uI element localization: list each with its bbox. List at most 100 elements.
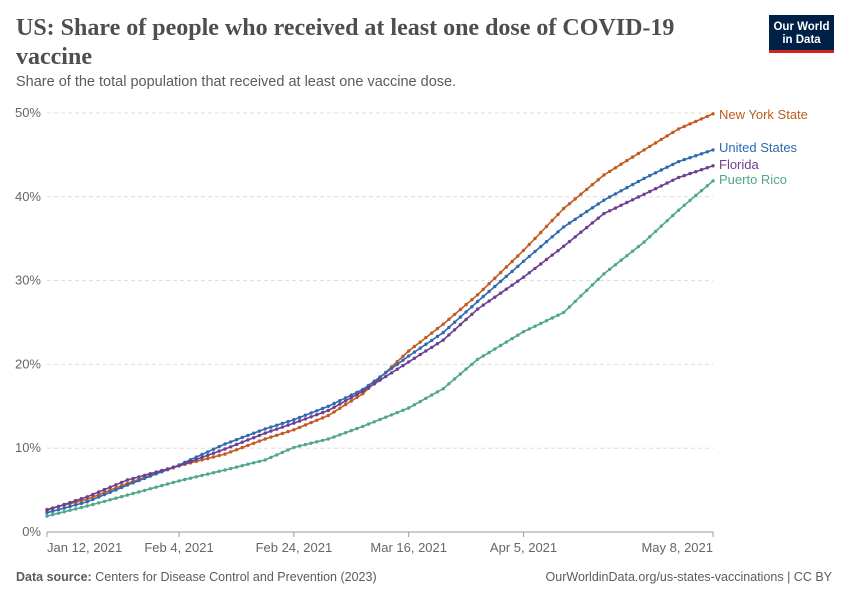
data-point xyxy=(102,492,107,497)
data-point xyxy=(125,478,130,482)
data-point xyxy=(504,340,508,344)
data-point xyxy=(79,505,84,510)
data-point xyxy=(613,166,618,170)
data-point xyxy=(711,148,715,152)
data-source-text[interactable]: Centers for Disease Control and Preventi… xyxy=(95,570,377,584)
data-point xyxy=(286,423,290,427)
data-point xyxy=(119,495,124,499)
series-end-label[interactable]: Puerto Rico xyxy=(719,172,787,187)
data-point xyxy=(665,165,669,169)
data-point xyxy=(200,455,204,460)
data-point xyxy=(45,514,49,518)
series-line xyxy=(46,165,714,511)
data-point xyxy=(183,462,187,466)
data-point xyxy=(119,485,124,490)
data-point xyxy=(659,137,663,142)
data-point xyxy=(676,208,681,212)
data-point xyxy=(171,465,175,470)
data-point xyxy=(504,265,508,269)
data-point xyxy=(711,179,715,183)
data-point xyxy=(527,242,531,247)
series-new-york-state xyxy=(45,112,715,512)
series-line xyxy=(46,149,714,514)
data-point xyxy=(74,503,78,507)
data-point xyxy=(102,499,107,504)
data-point xyxy=(653,187,658,191)
data-point xyxy=(252,436,256,440)
data-point xyxy=(62,506,66,510)
data-point xyxy=(521,248,526,253)
data-point xyxy=(361,392,365,396)
data-point xyxy=(602,198,606,202)
data-point xyxy=(165,482,170,486)
logo-line-1: Our World xyxy=(773,21,830,33)
y-tick-label: 40% xyxy=(15,189,41,204)
data-point xyxy=(389,366,394,371)
data-point xyxy=(630,198,635,202)
data-point xyxy=(125,493,130,497)
data-point xyxy=(435,342,440,346)
data-point xyxy=(481,287,485,291)
data-point xyxy=(630,249,635,253)
data-point xyxy=(297,419,302,423)
data-point xyxy=(579,230,583,234)
data-point xyxy=(269,435,273,439)
data-point xyxy=(320,406,325,411)
data-point xyxy=(671,213,675,218)
series-end-label[interactable]: New York State xyxy=(719,107,808,122)
data-point xyxy=(229,440,233,444)
series-florida xyxy=(45,164,715,512)
data-point xyxy=(131,491,135,496)
y-tick-label: 0% xyxy=(22,524,41,539)
data-point xyxy=(384,371,388,375)
data-point xyxy=(234,442,239,447)
data-point xyxy=(91,495,95,499)
data-point xyxy=(108,485,112,489)
data-point xyxy=(418,352,422,357)
data-point xyxy=(573,217,577,221)
series-line xyxy=(46,180,714,517)
data-point xyxy=(257,433,262,438)
data-point xyxy=(211,455,216,459)
data-point xyxy=(286,419,290,424)
data-point xyxy=(407,349,411,353)
data-point xyxy=(539,321,543,326)
data-point xyxy=(441,330,445,335)
data-point xyxy=(676,127,681,131)
data-point xyxy=(142,473,147,477)
data-point xyxy=(292,418,296,422)
data-point xyxy=(412,344,417,349)
data-point xyxy=(315,413,319,417)
data-point xyxy=(504,287,508,291)
data-point xyxy=(148,472,152,476)
data-point xyxy=(200,458,204,462)
data-point xyxy=(452,312,457,317)
series-end-label[interactable]: United States xyxy=(719,140,798,155)
x-tick-label: Feb 24, 2021 xyxy=(256,540,333,555)
data-point xyxy=(613,192,618,196)
data-point xyxy=(452,320,457,324)
data-point xyxy=(338,402,342,406)
data-point xyxy=(79,501,84,506)
data-point xyxy=(590,206,595,210)
data-point xyxy=(510,336,514,341)
data-point xyxy=(275,427,279,431)
source-url[interactable]: OurWorldinData.org/us-states-vaccination… xyxy=(545,570,832,584)
data-point xyxy=(556,230,560,234)
data-point xyxy=(303,423,308,427)
data-point xyxy=(430,338,434,343)
data-point xyxy=(504,274,508,279)
data-point xyxy=(74,498,78,503)
data-point xyxy=(355,426,359,431)
data-point xyxy=(240,440,244,444)
data-point xyxy=(464,310,468,314)
data-point xyxy=(619,189,623,193)
series-puerto-rico xyxy=(45,179,715,518)
series-end-label[interactable]: Florida xyxy=(719,157,760,172)
data-point xyxy=(470,298,474,302)
data-point xyxy=(424,342,428,346)
data-point xyxy=(269,429,273,433)
data-point xyxy=(493,276,497,280)
x-tick-label: Jan 12, 2021 xyxy=(47,540,122,555)
owid-logo[interactable]: Our World in Data xyxy=(769,15,834,53)
